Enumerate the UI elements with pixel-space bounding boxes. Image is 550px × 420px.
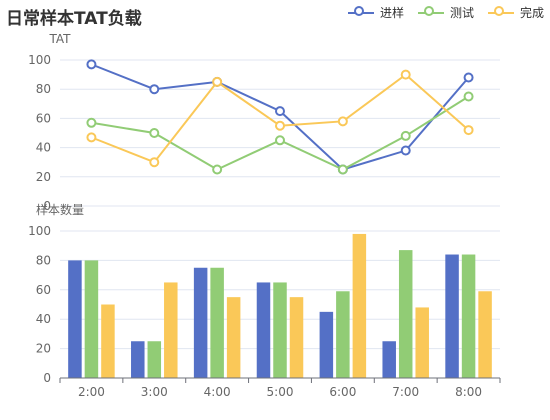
chart-title: 日常样本TAT负载 xyxy=(6,9,142,29)
line-y-tick-label: 20 xyxy=(36,170,51,184)
bar-2-5 xyxy=(415,307,429,378)
bar-0-2 xyxy=(193,267,208,378)
bar-1-2 xyxy=(210,267,224,378)
line-point-2-5 xyxy=(400,69,411,80)
line-point-0-5 xyxy=(400,145,411,156)
bar-x-tick-label: 7:00 xyxy=(392,385,419,399)
line-y-tick-label: 60 xyxy=(36,111,51,125)
line-y-axis-title: TAT xyxy=(48,32,71,46)
line-point-0-6 xyxy=(463,72,474,83)
bar-1-3 xyxy=(273,282,287,378)
line-point-1-0 xyxy=(86,117,97,128)
bar-2-1 xyxy=(164,282,178,378)
line-point-2-1 xyxy=(149,157,160,168)
line-point-2-3 xyxy=(275,120,285,131)
bar-1-0 xyxy=(84,260,99,378)
bar-1-4 xyxy=(336,291,350,378)
line-point-1-6 xyxy=(463,91,474,102)
line-point-2-0 xyxy=(86,132,97,143)
line-y-tick-label: 40 xyxy=(36,141,51,155)
bar-x-tick-label: 5:00 xyxy=(267,385,294,399)
legend-label-complete: 完成 xyxy=(519,6,544,20)
legend-item-testing[interactable]: 测试 xyxy=(417,4,474,21)
line-point-2-2 xyxy=(212,76,223,87)
line-point-0-1 xyxy=(149,84,160,95)
line-point-0-0 xyxy=(86,59,97,70)
bar-y-tick-label: 60 xyxy=(36,283,51,297)
bar-y-tick-label: 0 xyxy=(43,371,51,385)
line-y-tick-label: 80 xyxy=(36,82,51,96)
legend-item-intake[interactable]: 进样 xyxy=(347,4,404,21)
bar-y-axis-title: 样本数量 xyxy=(36,202,84,217)
bar-2-6 xyxy=(478,291,492,378)
line-point-0-3 xyxy=(275,106,285,117)
line-point-2-4 xyxy=(337,116,348,127)
bar-y-tick-label: 40 xyxy=(36,312,51,326)
bar-2-3 xyxy=(289,297,304,378)
line-point-1-3 xyxy=(275,135,285,146)
bar-1-1 xyxy=(147,341,162,378)
bar-x-tick-label: 3:00 xyxy=(141,385,168,399)
bar-0-0 xyxy=(68,260,82,378)
bar-1-5 xyxy=(398,250,413,378)
bar-x-tick-label: 2:00 xyxy=(78,385,105,399)
line-point-2-6 xyxy=(463,125,474,136)
bar-0-4 xyxy=(319,311,334,378)
legend: 进样 测试 完成 xyxy=(347,4,544,21)
line-point-1-5 xyxy=(400,130,411,141)
bar-2-2 xyxy=(226,297,241,378)
bar-x-tick-label: 4:00 xyxy=(204,385,231,399)
bar-0-3 xyxy=(256,282,271,378)
legend-swatch-testing xyxy=(417,5,444,20)
legend-label-testing: 测试 xyxy=(449,6,474,20)
line-y-tick-label: 0 xyxy=(43,199,51,213)
bar-x-tick-label: 6:00 xyxy=(329,385,356,399)
bar-2-4 xyxy=(352,233,367,378)
line-point-1-2 xyxy=(212,164,223,175)
line-y-tick-label: 100 xyxy=(28,53,51,67)
legend-swatch-intake xyxy=(347,5,374,20)
bar-y-tick-label: 80 xyxy=(36,253,51,267)
bar-y-tick-label: 20 xyxy=(36,342,51,356)
bar-0-1 xyxy=(131,341,145,378)
line-point-1-4 xyxy=(337,164,348,175)
legend-label-intake: 进样 xyxy=(379,6,404,20)
bar-x-tick-label: 8:00 xyxy=(455,385,482,399)
bar-1-6 xyxy=(461,254,476,378)
bar-2-0 xyxy=(101,304,115,378)
bar-y-tick-label: 100 xyxy=(28,224,51,238)
legend-swatch-complete xyxy=(487,5,514,20)
bar-0-6 xyxy=(445,254,459,378)
line-point-1-1 xyxy=(149,128,160,138)
legend-item-complete[interactable]: 完成 xyxy=(487,4,544,21)
bar-0-5 xyxy=(382,341,396,378)
